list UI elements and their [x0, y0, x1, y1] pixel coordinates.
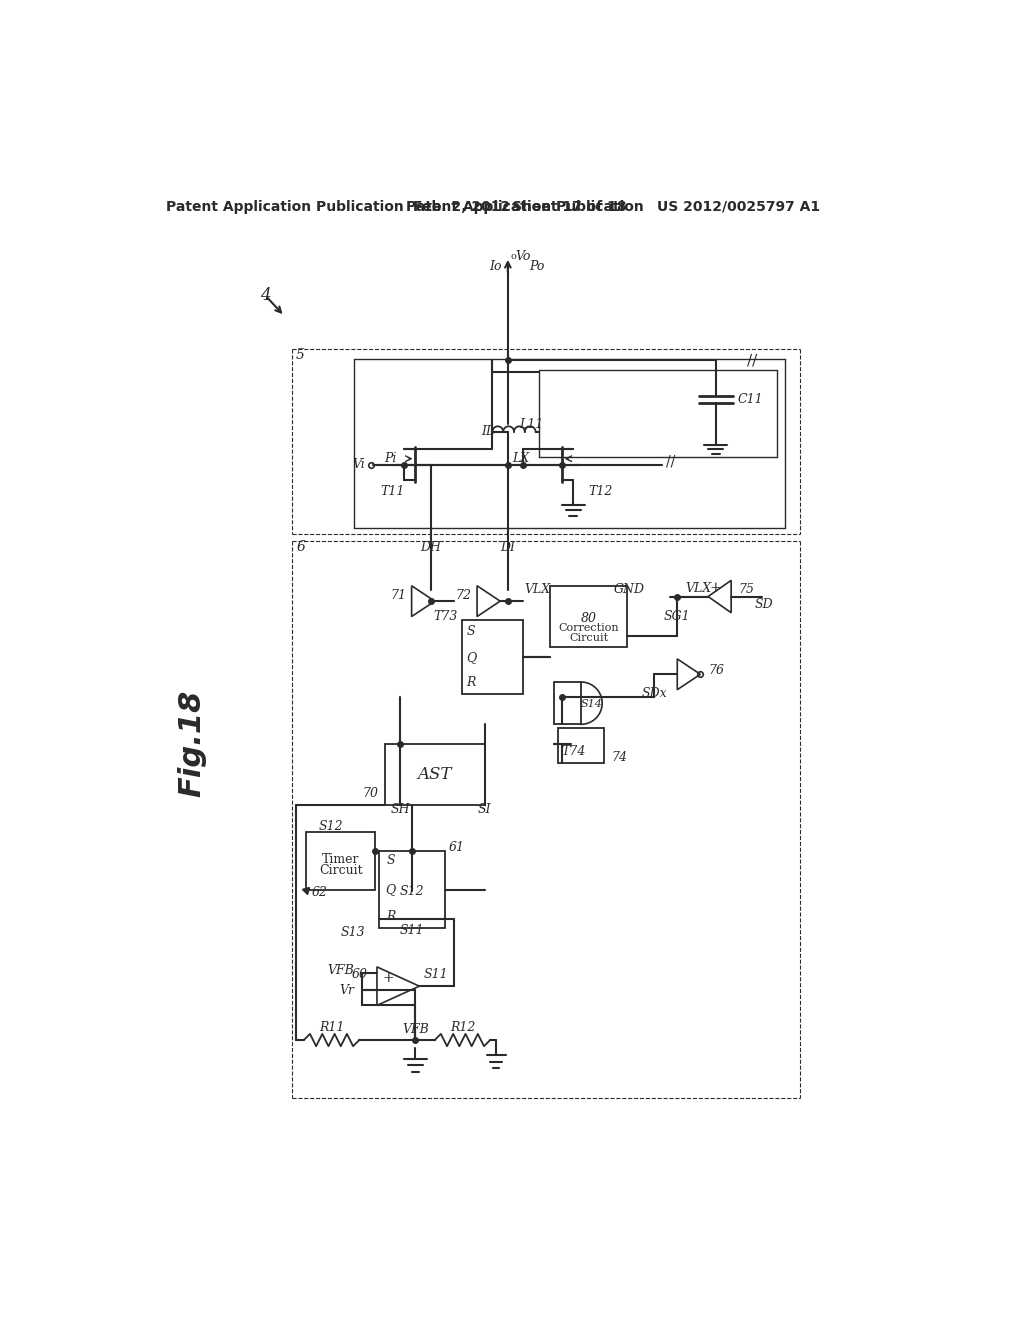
Text: VFB: VFB: [327, 964, 354, 977]
Bar: [558, 729, 604, 763]
Bar: [379, 851, 444, 928]
Text: AST: AST: [418, 766, 452, 783]
Text: T74: T74: [562, 744, 586, 758]
Text: Po: Po: [529, 260, 545, 273]
Text: SDx: SDx: [641, 686, 667, 700]
Text: Vo: Vo: [515, 249, 530, 263]
Text: +: +: [383, 972, 394, 986]
Text: 76: 76: [708, 664, 724, 677]
Text: DH: DH: [421, 541, 441, 554]
Text: SG1: SG1: [664, 610, 690, 623]
Text: 60: 60: [351, 968, 368, 981]
Text: 62: 62: [311, 886, 328, 899]
Text: R: R: [386, 911, 395, 924]
Text: //: //: [746, 354, 757, 367]
Text: Feb. 2, 2012: Feb. 2, 2012: [413, 199, 510, 214]
Text: S13: S13: [341, 925, 366, 939]
Text: L11: L11: [519, 417, 544, 430]
Bar: [550, 586, 628, 647]
Text: S12: S12: [318, 820, 343, 833]
Text: o: o: [510, 252, 516, 260]
Text: Fig.18: Fig.18: [177, 690, 207, 797]
Text: Q: Q: [466, 651, 476, 664]
Text: S: S: [467, 626, 475, 639]
Text: C11: C11: [737, 393, 763, 407]
Text: 4: 4: [260, 286, 270, 304]
Text: //: //: [666, 454, 675, 469]
Bar: [462, 620, 523, 693]
Text: S11: S11: [399, 924, 424, 937]
Text: Sheet 17 of 18: Sheet 17 of 18: [512, 199, 627, 214]
Bar: [554, 682, 581, 725]
Text: 72: 72: [456, 589, 472, 602]
Text: +: +: [710, 581, 722, 595]
Text: 75: 75: [739, 583, 755, 597]
Text: S12: S12: [399, 884, 424, 898]
Text: 6: 6: [296, 540, 305, 554]
Text: S11: S11: [423, 968, 447, 981]
Text: 80: 80: [581, 612, 597, 626]
Text: Patent Application Publication: Patent Application Publication: [406, 199, 644, 214]
Text: 74: 74: [611, 751, 628, 764]
Text: Pi: Pi: [385, 453, 397, 465]
Text: Circuit: Circuit: [569, 634, 608, 643]
Text: 71: 71: [390, 589, 407, 602]
Text: T73: T73: [433, 610, 458, 623]
Text: SH: SH: [390, 803, 410, 816]
Text: R12: R12: [450, 1022, 475, 1035]
Bar: [306, 832, 376, 890]
Text: SI: SI: [478, 803, 492, 816]
Text: Correction: Correction: [558, 623, 620, 634]
Text: US 2012/0025797 A1: US 2012/0025797 A1: [657, 199, 820, 214]
Text: Vi: Vi: [352, 458, 366, 471]
Text: Circuit: Circuit: [318, 865, 362, 878]
Text: S: S: [386, 854, 395, 867]
Text: Io: Io: [489, 260, 502, 273]
Text: 5: 5: [296, 347, 305, 362]
Text: Vr: Vr: [339, 983, 354, 997]
Text: LX: LX: [512, 453, 528, 465]
Text: Q: Q: [386, 883, 396, 896]
Text: GND: GND: [614, 583, 645, 597]
Text: VFB: VFB: [402, 1023, 429, 1036]
Text: T11: T11: [380, 484, 404, 498]
Bar: [385, 743, 484, 805]
Text: 61: 61: [449, 841, 465, 854]
Text: T12: T12: [589, 484, 613, 498]
Text: S14: S14: [581, 698, 603, 709]
Text: Patent Application Publication: Patent Application Publication: [166, 199, 403, 214]
Text: DI: DI: [501, 541, 515, 554]
Text: IL: IL: [480, 425, 494, 438]
Text: VLX: VLX: [524, 583, 551, 597]
Text: R11: R11: [318, 1022, 344, 1035]
Text: Timer: Timer: [322, 853, 359, 866]
Text: SD: SD: [755, 598, 773, 611]
Text: 70: 70: [362, 787, 379, 800]
Text: VLX: VLX: [685, 582, 711, 594]
Text: R: R: [466, 676, 475, 689]
